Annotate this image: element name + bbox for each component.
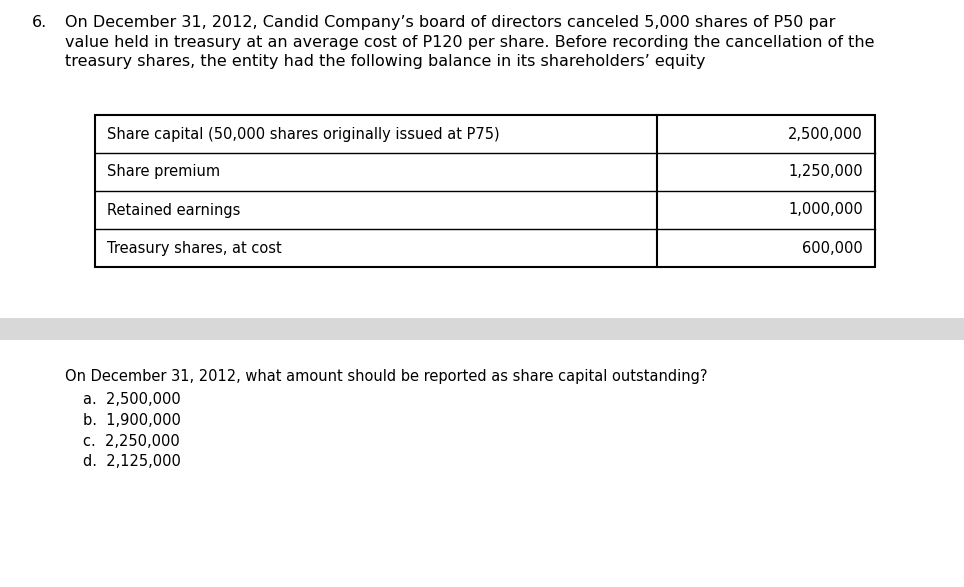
Bar xyxy=(0,318,964,340)
Text: On December 31, 2012, what amount should be reported as share capital outstandin: On December 31, 2012, what amount should… xyxy=(65,369,708,384)
Text: Retained earnings: Retained earnings xyxy=(107,203,240,218)
Text: 6.: 6. xyxy=(32,15,47,30)
Text: Treasury shares, at cost: Treasury shares, at cost xyxy=(107,241,281,255)
Text: a.  2,500,000: a. 2,500,000 xyxy=(83,393,181,407)
Text: Share premium: Share premium xyxy=(107,164,220,180)
Text: 1,000,000: 1,000,000 xyxy=(789,203,863,218)
Text: 600,000: 600,000 xyxy=(802,241,863,255)
Text: value held in treasury at an average cost of P120 per share. Before recording th: value held in treasury at an average cos… xyxy=(65,35,874,49)
Text: c.  2,250,000: c. 2,250,000 xyxy=(83,434,179,448)
Text: Share capital (50,000 shares originally issued at P75): Share capital (50,000 shares originally … xyxy=(107,127,499,141)
Text: d.  2,125,000: d. 2,125,000 xyxy=(83,454,181,469)
Bar xyxy=(95,115,875,267)
Text: treasury shares, the entity had the following balance in its shareholders’ equit: treasury shares, the entity had the foll… xyxy=(65,54,706,69)
Text: On December 31, 2012, Candid Company’s board of directors canceled 5,000 shares : On December 31, 2012, Candid Company’s b… xyxy=(65,15,836,30)
Text: b.  1,900,000: b. 1,900,000 xyxy=(83,413,181,428)
Text: 1,250,000: 1,250,000 xyxy=(789,164,863,180)
Text: 2,500,000: 2,500,000 xyxy=(789,127,863,141)
